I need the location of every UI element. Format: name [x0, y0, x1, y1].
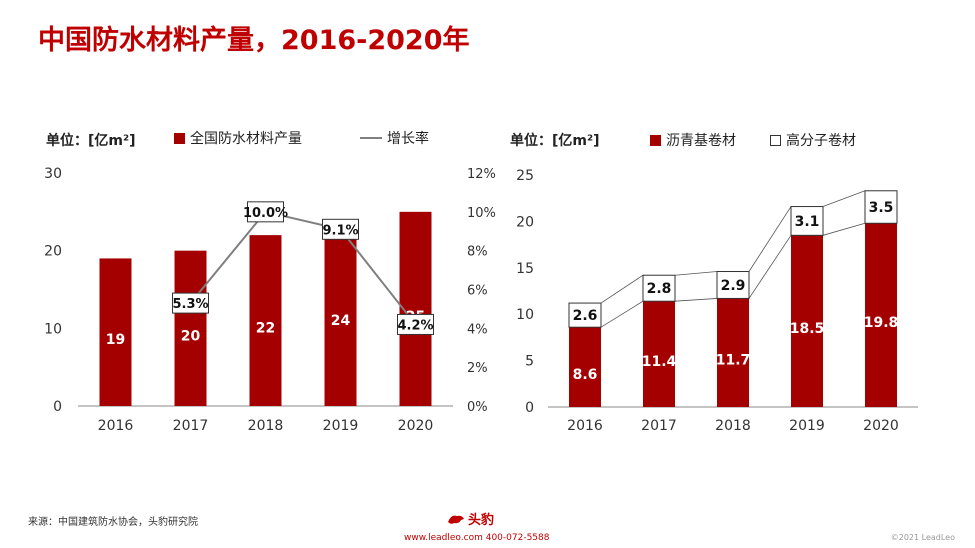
logo-text: 头豹 [468, 513, 495, 528]
right-bar-asphalt [569, 327, 601, 407]
right-bar-polymer [790, 206, 824, 236]
right-bar-value-polymer: 3.1 [795, 214, 820, 230]
right-bar-polymer [716, 271, 750, 299]
growth-label: 4.2% [397, 318, 433, 333]
right-bar-value-asphalt: 18.5 [790, 321, 825, 337]
series-connector [822, 222, 866, 236]
left-y2-tick-label: 2% [467, 361, 488, 376]
series-connector [600, 274, 644, 304]
legend-b-swatch [770, 134, 781, 146]
right-legend-b: 高分子卷材 [770, 130, 856, 150]
left-y2-tick-label: 4% [467, 322, 488, 337]
source-note: 来源：中国建筑防水协会，头豹研究院 [28, 517, 198, 528]
right-x-tick-label: 2020 [863, 418, 899, 434]
left-y-tick-label: 10 [44, 321, 62, 337]
left-legend-line: 增长率 [360, 128, 429, 148]
growth-line [189, 210, 417, 326]
left-bar [249, 235, 282, 406]
left-y2-tick-label: 12% [467, 167, 496, 182]
growth-label-box [247, 201, 284, 223]
growth-label-box [172, 292, 209, 314]
legend-bar-swatch [174, 132, 185, 144]
right-bar-value-polymer: 2.6 [573, 308, 598, 324]
right-unit-label: 单位：[亿m²] [510, 133, 600, 149]
growth-label-box [322, 218, 359, 240]
right-bar-polymer [642, 274, 676, 302]
right-bar-asphalt [791, 235, 823, 407]
right-x-tick-label: 2016 [567, 418, 603, 434]
series-connector [600, 300, 644, 328]
left-bar [174, 250, 207, 406]
right-y-tick-label: 0 [525, 400, 534, 416]
right-bar-asphalt [643, 301, 675, 407]
legend-line-label: 增长率 [387, 131, 429, 147]
left-bar [399, 211, 432, 406]
right-bar-value-asphalt: 19.8 [864, 315, 899, 331]
right-x-tick-label: 2018 [715, 418, 751, 434]
right-x-tick-label: 2017 [641, 418, 677, 434]
brand-logo: 头豹 [447, 509, 494, 528]
left-bar-value: 24 [331, 313, 351, 329]
right-bar-value-polymer: 3.5 [869, 200, 894, 216]
series-connector [822, 190, 866, 207]
series-connector [748, 206, 792, 272]
left-y-tick-label: 0 [53, 399, 62, 415]
left-y2-tick-label: 10% [467, 206, 496, 221]
series-connector [674, 271, 718, 276]
right-y-tick-label: 10 [516, 307, 534, 323]
right-legend-a: 沥青基卷材 [650, 130, 736, 150]
left-x-tick-label: 2018 [248, 418, 284, 434]
left-x-tick-label: 2017 [173, 418, 209, 434]
right-bar-value-asphalt: 8.6 [573, 367, 598, 383]
left-bar-value: 19 [106, 332, 125, 348]
left-y-tick-label: 30 [44, 166, 62, 182]
series-connector [674, 298, 718, 302]
left-y2-tick-label: 8% [467, 245, 488, 260]
growth-label: 10.0% [243, 206, 288, 221]
legend-a-swatch [650, 134, 661, 146]
leopard-icon [448, 515, 464, 524]
right-y-tick-label: 25 [516, 168, 534, 184]
left-y2-tick-label: 0% [467, 400, 488, 415]
right-y-tick-label: 5 [525, 354, 534, 370]
left-x-tick-label: 2016 [98, 418, 134, 434]
footer-contact: www.leadleo.com 400-072-5588 [404, 533, 550, 543]
left-bar-value: 22 [256, 321, 275, 337]
growth-label: 9.1% [322, 223, 358, 238]
series-connector [748, 235, 792, 299]
left-bar-value: 20 [181, 328, 201, 344]
legend-bar-label: 全国防水材料产量 [190, 131, 302, 147]
right-y-tick-label: 15 [516, 261, 534, 277]
right-y-tick-label: 20 [516, 214, 534, 230]
right-bar-value-asphalt: 11.7 [716, 353, 751, 369]
right-bar-value-polymer: 2.9 [721, 278, 746, 294]
right-bar-asphalt [717, 298, 749, 407]
copyright: ©2021 LeadLeo [890, 533, 955, 542]
growth-label: 5.3% [172, 297, 208, 312]
growth-label-box [397, 313, 434, 335]
left-unit-label: 单位：[亿m²] [46, 133, 136, 149]
page-title: 中国防水材料产量，2016-2020年 [38, 25, 470, 56]
left-x-tick-label: 2019 [323, 418, 359, 434]
left-x-tick-label: 2020 [398, 418, 434, 434]
left-y-tick-label: 20 [44, 244, 62, 260]
right-bar-polymer [568, 302, 602, 328]
left-bar [99, 258, 132, 406]
right-bar-polymer [864, 190, 898, 224]
right-bar-asphalt [865, 223, 897, 407]
right-x-tick-label: 2019 [789, 418, 825, 434]
left-legend-bar: 全国防水材料产量 [174, 128, 302, 148]
left-bar [324, 219, 357, 406]
legend-line-swatch [360, 137, 382, 139]
legend-a-label: 沥青基卷材 [666, 133, 736, 149]
right-bar-value-polymer: 2.8 [647, 281, 672, 297]
left-y2-tick-label: 6% [467, 284, 488, 299]
legend-b-label: 高分子卷材 [786, 133, 856, 149]
right-bar-value-asphalt: 11.4 [642, 354, 677, 370]
